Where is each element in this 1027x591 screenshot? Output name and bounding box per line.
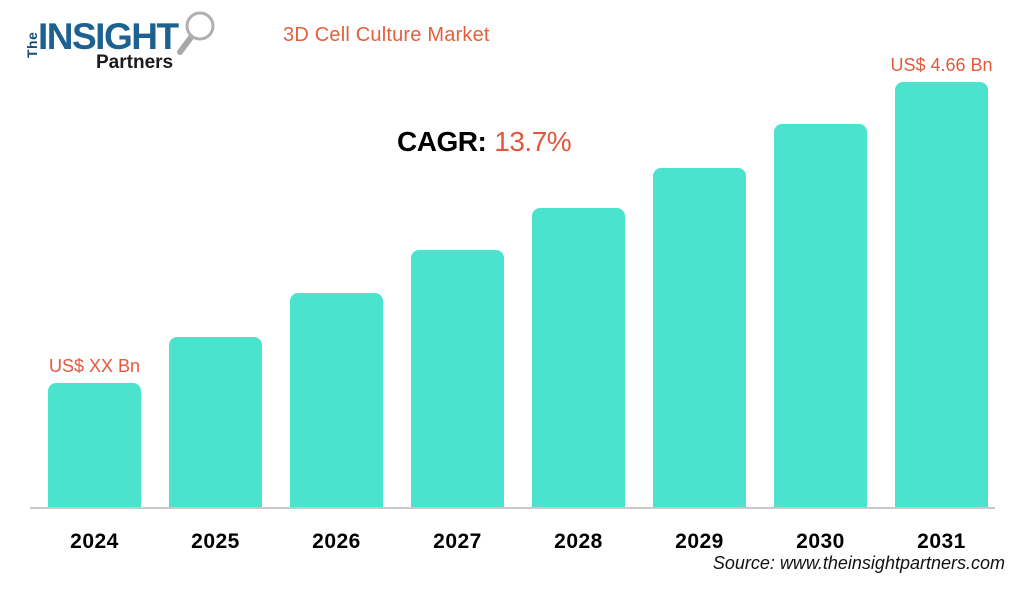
x-axis-label-2029: 2029 xyxy=(675,530,724,553)
x-axis-label-2031: 2031 xyxy=(917,530,966,553)
x-axis-label-2024: 2024 xyxy=(70,530,119,553)
x-axis-line xyxy=(30,507,995,509)
bar-2026 xyxy=(290,293,383,507)
chart-title: 3D Cell Culture Market xyxy=(283,24,490,46)
bar-2031 xyxy=(895,82,988,507)
bar-value-label-2024: US$ XX Bn xyxy=(48,356,141,376)
magnifier-icon xyxy=(152,4,224,69)
bar-2030 xyxy=(774,124,867,507)
x-axis-label-2026: 2026 xyxy=(312,530,361,553)
bar-2025 xyxy=(169,337,262,507)
cagr-label: CAGR: xyxy=(397,126,487,157)
x-axis-label-2025: 2025 xyxy=(191,530,240,553)
bar-value-label-2031: US$ 4.66 Bn xyxy=(890,55,993,75)
x-axis-label-2030: 2030 xyxy=(796,530,845,553)
cagr-annotation: CAGR: 13.7% xyxy=(397,126,572,158)
bar-2027 xyxy=(411,250,504,507)
cagr-value: 13.7% xyxy=(494,126,572,157)
bar-2029 xyxy=(653,168,746,507)
x-axis-label-2028: 2028 xyxy=(554,530,603,553)
company-logo: The INSIGHT Partners xyxy=(22,6,215,78)
x-axis-label-2027: 2027 xyxy=(433,530,482,553)
bar-2024 xyxy=(48,383,141,507)
logo-word-insight: INSIGHT xyxy=(38,16,179,57)
logo-word-partners: Partners xyxy=(96,52,174,73)
source-note: Source: www.theinsightpartners.com xyxy=(712,553,1005,573)
bar-2028 xyxy=(532,208,625,507)
